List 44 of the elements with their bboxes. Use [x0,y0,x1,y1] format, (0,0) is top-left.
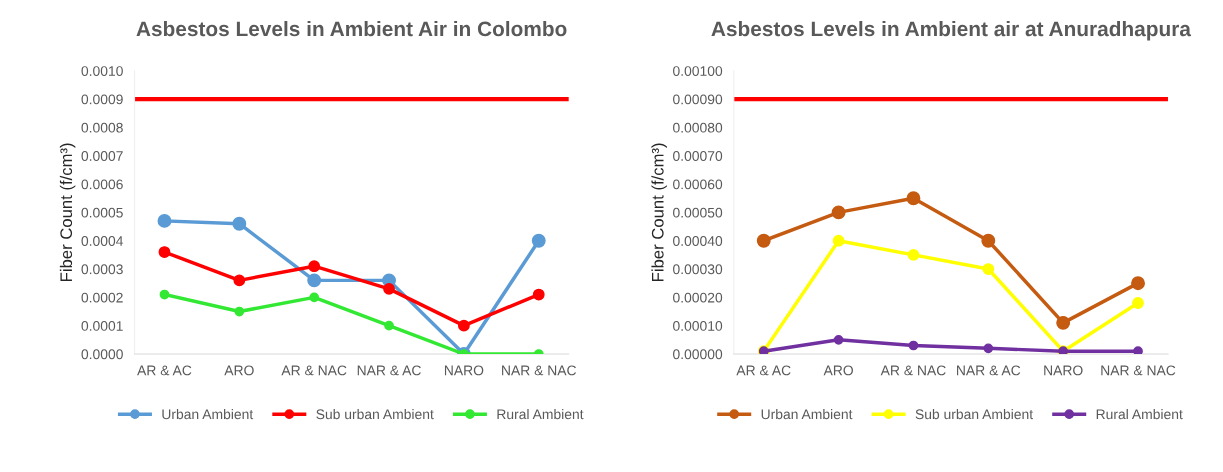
y-tick-label: 0.00090 [673,94,723,105]
x-tick-label: AR & AC [736,365,791,376]
legend-label: Rural Ambient [1096,408,1183,420]
y-tick-label: 0.0004 [81,236,124,246]
chart-title: Asbestos Levels in Ambient Air in Colombo [136,20,567,37]
legend-label: Sub urban Ambient [316,408,434,420]
y-tick-label: 0.0000 [81,349,123,360]
y-tick-label: 0.00060 [673,179,723,190]
y-axis-title: Fiber Count (f/cm³) [651,143,667,281]
legend-label: Urban Ambient [162,408,254,420]
y-tick-label: 0.00000 [673,349,723,360]
y-tick-label: 0.0009 [81,94,123,105]
y-tick-label: 0.0008 [81,122,123,133]
x-tick-label: NAR & AC [357,365,421,376]
y-tick-label: 0.00080 [673,122,723,133]
x-tick-label: NAR & AC [957,365,1021,376]
y-tick-label: 0.00040 [673,236,723,246]
x-tick-label: NARO [444,365,484,376]
y-tick-label: 0.0007 [81,151,123,161]
y-tick-label: 0.00010 [673,321,723,331]
x-tick-label: AR & AC [137,365,192,376]
y-tick-label: 0.0002 [81,292,123,303]
x-tick-label: NARO [1044,365,1083,376]
legend-label: Rural Ambient [497,408,584,420]
y-axis-title: Fiber Count (f/cm³) [59,143,76,281]
chart-title: Asbestos Levels in Ambient air at Anuradhapura [711,20,1192,41]
x-tick-label: NAR & NAC [502,365,577,376]
y-tick-label: 0.00070 [673,151,723,161]
y-tick-label: 0.0010 [81,66,123,76]
y-tick-label: 0.0005 [81,207,123,218]
y-tick-label: 0.00050 [673,207,723,218]
y-tick-label: 0.0003 [81,264,123,275]
x-tick-label: NAR & NAC [1101,365,1176,376]
y-tick-label: 0.00100 [673,66,723,76]
y-tick-label: 0.0001 [81,321,123,331]
legend-label: Sub urban Ambient [915,408,1034,420]
x-tick-label: ARO [224,365,254,376]
legend-label: Urban Ambient [761,408,853,420]
x-tick-label: AR & NAC [880,365,946,376]
x-tick-label: ARO [823,365,853,376]
y-tick-label: 0.00030 [673,264,723,275]
x-tick-label: AR & NAC [281,365,347,376]
y-tick-label: 0.0006 [81,179,123,190]
y-tick-label: 0.00020 [673,292,723,303]
